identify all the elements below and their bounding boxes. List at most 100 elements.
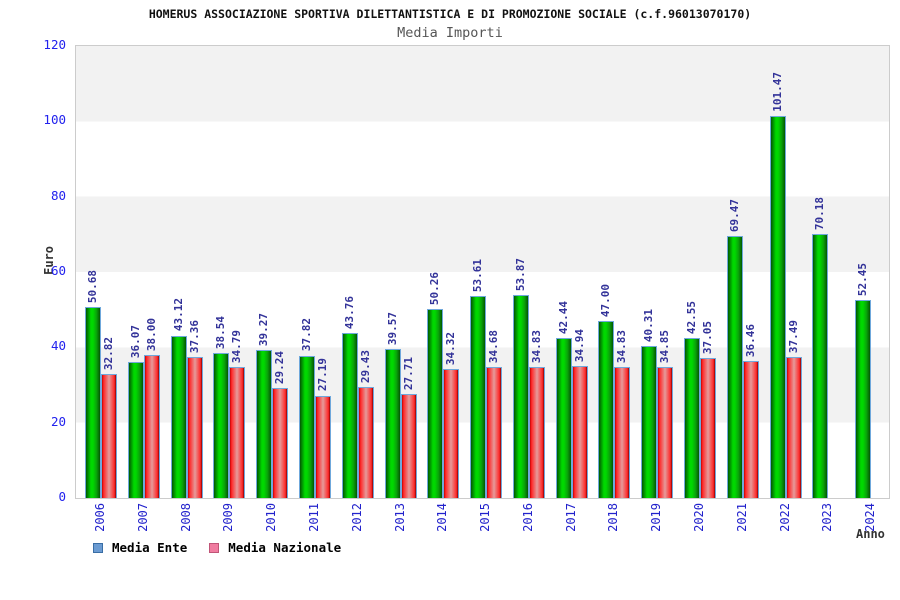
y-tick-60: 60 xyxy=(50,263,66,278)
bar-media-ente-value-2017: 42.44 xyxy=(556,301,570,335)
bar-media-ente-2015 xyxy=(470,296,487,498)
bar-media-ente-2018 xyxy=(598,320,615,498)
x-tick-2017: 2017 xyxy=(563,503,578,532)
bar-media-nazionale-value-2014: 34.32 xyxy=(444,331,458,365)
x-tick-2010: 2010 xyxy=(264,503,279,532)
x-tick-2006: 2006 xyxy=(93,503,107,532)
bar-media-nazionale-2006 xyxy=(101,374,117,498)
x-tick-2009: 2009 xyxy=(221,503,236,532)
bar-media-ente-value-2014: 50.26 xyxy=(428,271,442,305)
bar-media-ente-value-2006: 50.68 xyxy=(86,269,99,304)
bar-media-ente-2024 xyxy=(855,300,872,498)
x-tick-2019: 2019 xyxy=(649,503,664,532)
bar-media-nazionale-2009 xyxy=(229,366,246,498)
y-tick-40: 40 xyxy=(50,338,66,354)
x-tick-2015: 2015 xyxy=(478,503,493,532)
y-tick-0: 0 xyxy=(58,489,66,504)
chart-subtitle: Media Importi xyxy=(397,25,503,41)
x-axis-label: Anno xyxy=(856,527,885,541)
x-tick-2011: 2011 xyxy=(306,503,321,532)
bar-media-ente-2019 xyxy=(641,346,658,498)
bar-media-nazionale-2010 xyxy=(272,387,289,498)
bar-media-nazionale-2019 xyxy=(657,366,674,498)
bar-media-nazionale-2014 xyxy=(443,368,460,498)
bar-media-ente-value-2021: 69.47 xyxy=(727,199,741,233)
media-ente-swatch xyxy=(93,542,103,553)
bar-media-nazionale-value-2019: 34.85 xyxy=(658,329,672,363)
bar-media-nazionale-value-2012: 29.43 xyxy=(358,350,372,384)
x-tick-2021: 2021 xyxy=(734,503,749,532)
bar-media-nazionale-value-2013: 27.71 xyxy=(401,356,415,390)
x-tick-2018: 2018 xyxy=(606,503,621,532)
x-tick-2008: 2008 xyxy=(178,503,193,532)
media-nazionale-swatch xyxy=(209,542,220,553)
bar-media-ente-2017 xyxy=(555,338,572,498)
y-tick-20: 20 xyxy=(50,413,66,429)
bar-media-nazionale-2007 xyxy=(143,354,160,498)
bar-media-nazionale-value-2008: 37.36 xyxy=(187,320,201,354)
bar-media-ente-2012 xyxy=(341,333,358,498)
bar-media-nazionale-2021 xyxy=(742,360,759,498)
legend: Media Ente Media Nazionale xyxy=(93,540,341,555)
legend-item-media-nazionale: Media Nazionale xyxy=(209,540,341,555)
bar-media-ente-2007 xyxy=(127,362,144,498)
x-tick-2023: 2023 xyxy=(820,503,835,532)
bar-media-ente-value-2019: 40.31 xyxy=(642,309,656,343)
bar-media-ente-2010 xyxy=(256,350,273,498)
legend-item-media-ente: Media Ente xyxy=(93,540,187,555)
bar-media-nazionale-2012 xyxy=(357,387,374,498)
y-tick-80: 80 xyxy=(50,187,66,203)
bar-media-ente-value-2022: 101.47 xyxy=(770,72,784,112)
bar-media-nazionale-2020 xyxy=(700,358,717,498)
bar-media-ente-value-2010: 39.27 xyxy=(257,312,271,347)
bar-media-nazionale-value-2010: 29.24 xyxy=(273,350,287,384)
bar-media-ente-value-2009: 38.54 xyxy=(214,315,228,349)
bar-media-nazionale-2018 xyxy=(614,366,631,498)
bar-media-ente-2013 xyxy=(384,348,401,498)
bar-media-nazionale-value-2021: 36.46 xyxy=(743,323,757,357)
bar-media-ente-value-2012: 43.76 xyxy=(342,296,356,330)
x-tick-2013: 2013 xyxy=(392,503,407,532)
bar-media-ente-2021 xyxy=(726,236,743,498)
bar-media-nazionale-value-2006: 32.82 xyxy=(102,337,115,371)
x-tick-2014: 2014 xyxy=(435,503,450,532)
plot-area: 50.68 32.82 36.07 38.00 43.12 37.36 38.54 34.79… xyxy=(75,45,890,499)
y-tick-120: 120 xyxy=(43,37,66,52)
chart-title: HOMERUS ASSOCIAZIONE SPORTIVA DILETTANTI… xyxy=(148,7,752,21)
bar-media-ente-value-2013: 39.57 xyxy=(385,311,399,345)
bar-media-ente-value-2007: 36.07 xyxy=(128,325,142,359)
bar-media-ente-value-2020: 42.55 xyxy=(685,300,699,334)
bar-media-ente-value-2018: 47.00 xyxy=(599,283,613,317)
bar-media-ente-2014 xyxy=(427,308,444,498)
bar-media-ente-2006 xyxy=(85,307,101,498)
bar-media-nazionale-value-2017: 34.94 xyxy=(572,329,586,363)
bar-media-ente-value-2015: 53.61 xyxy=(471,258,485,293)
bar-media-ente-value-2011: 37.82 xyxy=(299,318,313,352)
bar-media-nazionale-2015 xyxy=(486,367,503,498)
bar-media-ente-value-2016: 53.87 xyxy=(513,257,527,292)
bar-media-ente-value-2023: 70.18 xyxy=(813,196,827,230)
bar-media-nazionale-value-2015: 34.68 xyxy=(487,330,501,364)
x-tick-2007: 2007 xyxy=(135,503,150,532)
bar-media-ente-2011 xyxy=(298,355,315,498)
bar-media-ente-2022 xyxy=(769,115,786,498)
bar-media-ente-2009 xyxy=(213,352,230,498)
bar-media-nazionale-2017 xyxy=(571,366,588,498)
bar-media-ente-2023 xyxy=(812,233,829,498)
bar-media-nazionale-value-2022: 37.49 xyxy=(786,319,800,353)
bar-media-nazionale-value-2018: 34.83 xyxy=(615,329,629,363)
bar-media-nazionale-value-2011: 27.19 xyxy=(315,358,329,392)
media-ente-label: Media Ente xyxy=(112,540,188,555)
bar-media-nazionale-2008 xyxy=(186,357,203,498)
bar-media-nazionale-value-2007: 38.00 xyxy=(144,317,158,351)
bar-media-ente-2016 xyxy=(512,295,529,498)
bar-media-ente-value-2024: 52.45 xyxy=(856,263,870,297)
y-tick-100: 100 xyxy=(43,112,66,128)
bar-media-nazionale-value-2016: 34.83 xyxy=(529,329,543,363)
bar-media-ente-value-2008: 43.12 xyxy=(171,298,185,332)
bar-media-ente-2008 xyxy=(170,335,187,498)
x-tick-2012: 2012 xyxy=(349,503,364,532)
x-tick-2022: 2022 xyxy=(777,503,792,532)
media-nazionale-label: Media Nazionale xyxy=(228,540,342,555)
